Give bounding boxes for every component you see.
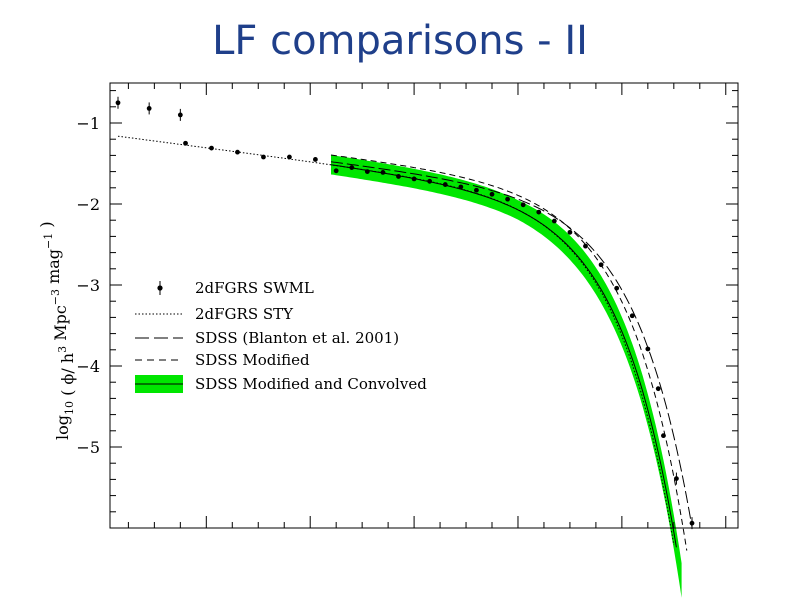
convolved-band-layer	[331, 155, 682, 598]
swml-point	[442, 182, 448, 187]
legend-label: SDSS (Blanton et al. 2001)	[195, 329, 399, 347]
swml-point	[458, 184, 464, 190]
swml-point	[474, 187, 479, 193]
swml-point	[689, 520, 695, 526]
swml-point	[536, 209, 542, 215]
legend-label: SDSS Modified and Convolved	[195, 375, 427, 393]
swml-point	[115, 100, 121, 106]
y-axis-label-layer: log10 ( ϕ/ h3 Mpc−3 mag−1 )	[37, 221, 77, 440]
swml-point	[333, 168, 339, 174]
sdss-modified-line	[330, 154, 688, 551]
swml-point	[312, 157, 318, 162]
legend-label: SDSS Modified	[195, 351, 310, 369]
blanton-line	[330, 161, 693, 528]
swml-point	[614, 285, 620, 291]
y-tick-label: −2	[76, 195, 100, 214]
y-tick-label: −5	[76, 438, 100, 457]
swml-point	[235, 149, 240, 155]
swml-point	[349, 165, 355, 170]
model-lines-layer	[117, 135, 693, 551]
slide-title: LF comparisons - II	[212, 18, 588, 64]
swml-point	[629, 313, 635, 319]
swml-point	[396, 174, 401, 179]
plot-frame-layer	[109, 82, 739, 529]
swml-point	[655, 386, 661, 392]
convolved-band	[331, 155, 682, 598]
plot-frame	[109, 82, 739, 529]
legend-label: 2dFGRS SWML	[195, 279, 314, 297]
swml-point	[411, 176, 417, 182]
swml-point	[489, 191, 495, 197]
swml-point	[583, 243, 588, 249]
swml-point	[567, 229, 573, 235]
y-tick-label: −4	[76, 357, 100, 376]
y-tick-label: −3	[76, 276, 100, 295]
legend-label: 2dFGRS STY	[195, 305, 294, 323]
swml-point	[209, 145, 214, 151]
swml-point	[146, 106, 152, 111]
swml-point	[261, 154, 266, 160]
swml-point	[364, 169, 370, 175]
y-tick-label: −1	[76, 114, 100, 133]
legend-layer: 2dFGRS SWML 2dFGRS STY SDSS (Blanton et al…	[135, 279, 427, 393]
swml-point	[520, 202, 526, 208]
swml-point	[183, 140, 188, 146]
swml-point	[505, 196, 510, 202]
swml-point	[177, 112, 183, 118]
y-axis-label: log10 ( ϕ/ h3 Mpc−3 mag−1 )	[37, 221, 77, 440]
swml-points-layer	[115, 96, 695, 530]
swml-point	[427, 178, 433, 184]
swml-point	[645, 346, 651, 352]
swml-point	[661, 433, 666, 439]
swml-point	[380, 170, 386, 175]
axis-ticks-layer: −1 −2 −3 −4 −5	[76, 83, 738, 528]
swml-point	[674, 476, 679, 481]
sdss-convolved-line	[330, 164, 677, 548]
legend-swml-marker	[157, 285, 163, 291]
swml-point	[551, 218, 557, 224]
swml-point	[287, 154, 292, 160]
swml-point	[598, 262, 604, 268]
